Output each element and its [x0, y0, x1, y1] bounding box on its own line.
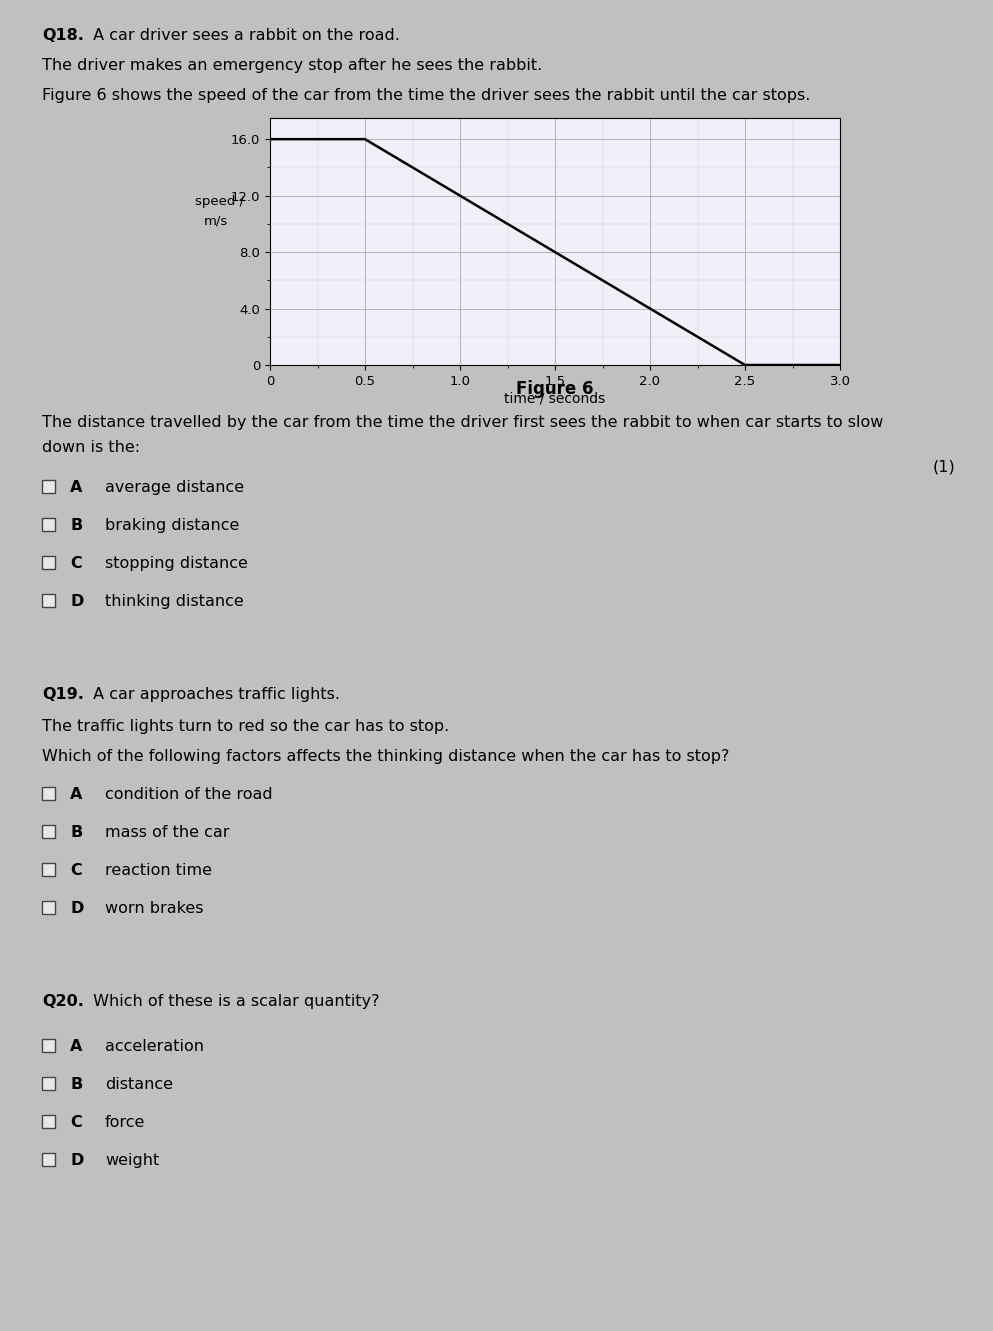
Text: C: C [70, 862, 81, 878]
Text: condition of the road: condition of the road [105, 787, 273, 803]
Text: D: D [70, 901, 83, 916]
Bar [42, 1040, 55, 1051]
X-axis label: time / seconds: time / seconds [504, 391, 606, 406]
Bar [42, 787, 55, 800]
Text: D: D [70, 594, 83, 610]
Text: (1): (1) [932, 461, 955, 475]
Text: B: B [70, 1077, 82, 1091]
Text: A: A [70, 1040, 82, 1054]
Bar [42, 901, 55, 914]
Bar [42, 1115, 55, 1127]
Text: The driver makes an emergency stop after he sees the rabbit.: The driver makes an emergency stop after… [42, 59, 542, 73]
Text: A: A [70, 787, 82, 803]
Text: A car approaches traffic lights.: A car approaches traffic lights. [88, 687, 340, 701]
Bar [42, 480, 55, 492]
Text: m/s: m/s [204, 216, 228, 228]
Text: C: C [70, 1115, 81, 1130]
Text: Q20.: Q20. [42, 994, 83, 1009]
Bar [42, 556, 55, 568]
Text: The distance travelled by the car from the time the driver first sees the rabbit: The distance travelled by the car from t… [42, 415, 884, 430]
Text: Q19.: Q19. [42, 687, 83, 701]
Text: speed /: speed / [195, 196, 244, 208]
Text: acceleration: acceleration [105, 1040, 204, 1054]
Bar [42, 518, 55, 531]
Text: B: B [70, 518, 82, 532]
Bar [42, 1153, 55, 1166]
Text: Which of these is a scalar quantity?: Which of these is a scalar quantity? [88, 994, 379, 1009]
Bar [42, 862, 55, 876]
Text: weight: weight [105, 1153, 159, 1169]
Text: Q18.: Q18. [42, 28, 83, 43]
Text: Figure 6 shows the speed of the car from the time the driver sees the rabbit unt: Figure 6 shows the speed of the car from… [42, 88, 810, 102]
Bar [42, 825, 55, 839]
Text: B: B [70, 825, 82, 840]
Text: worn brakes: worn brakes [105, 901, 204, 916]
Text: force: force [105, 1115, 145, 1130]
Text: reaction time: reaction time [105, 862, 212, 878]
Text: braking distance: braking distance [105, 518, 239, 532]
Text: distance: distance [105, 1077, 173, 1091]
Text: thinking distance: thinking distance [105, 594, 243, 610]
Text: mass of the car: mass of the car [105, 825, 229, 840]
Text: A car driver sees a rabbit on the road.: A car driver sees a rabbit on the road. [88, 28, 400, 43]
Bar [42, 594, 55, 607]
Text: Figure 6: Figure 6 [516, 379, 594, 398]
Text: stopping distance: stopping distance [105, 556, 248, 571]
Bar [42, 1077, 55, 1090]
Text: average distance: average distance [105, 480, 244, 495]
Text: C: C [70, 556, 81, 571]
Text: Which of the following factors affects the thinking distance when the car has to: Which of the following factors affects t… [42, 749, 730, 764]
Text: A: A [70, 480, 82, 495]
Text: The traffic lights turn to red so the car has to stop.: The traffic lights turn to red so the ca… [42, 719, 449, 733]
Text: D: D [70, 1153, 83, 1169]
Text: down is the:: down is the: [42, 441, 140, 455]
